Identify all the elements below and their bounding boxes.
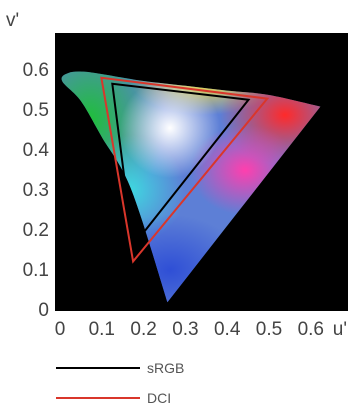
- legend-label-srgb: sRGB: [147, 360, 184, 376]
- y-tick-label: 0.4: [23, 140, 50, 161]
- x-axis-ticks: 0 0.1 0.2 0.3 0.4 0.5 0.6: [55, 319, 324, 340]
- legend: sRGB DCI: [56, 360, 184, 405]
- y-axis-ticks: 0 0.1 0.2 0.3 0.4 0.5 0.6: [23, 60, 50, 321]
- x-tick-label: 0.5: [256, 319, 282, 340]
- x-axis-label: u': [333, 319, 347, 340]
- y-tick-label: 0.1: [23, 260, 49, 281]
- x-tick-label: 0.1: [89, 319, 115, 340]
- y-tick-label: 0.2: [23, 220, 49, 241]
- gamut-triangle-dci: [100, 76, 270, 264]
- x-tick-label: 0.6: [298, 319, 324, 340]
- x-tick-label: 0.2: [130, 319, 156, 340]
- gamut-triangle-srgb: [111, 82, 251, 249]
- y-tick-label: 0: [38, 300, 49, 321]
- x-tick-label: 0: [55, 319, 66, 340]
- y-tick-label: 0.6: [23, 60, 49, 81]
- color-blob-white: [120, 78, 220, 178]
- x-tick-label: 0.3: [172, 319, 198, 340]
- y-tick-label: 0.5: [23, 100, 49, 121]
- y-tick-label: 0.3: [23, 180, 49, 201]
- y-axis-label: v': [6, 10, 19, 31]
- legend-label-dci: DCI: [147, 390, 171, 405]
- gamut-triangles: [100, 76, 270, 264]
- x-tick-label: 0.4: [214, 319, 241, 340]
